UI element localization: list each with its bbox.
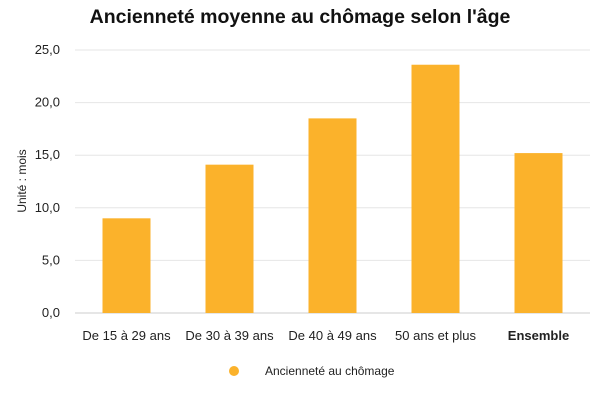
x-axis-ticks: De 15 à 29 ans De 30 à 39 ans De 40 à 49 a…	[82, 328, 569, 343]
y-axis-label: Unité : mois	[15, 149, 29, 212]
legend-label: Ancienneté au chômage	[265, 364, 395, 378]
bar	[205, 164, 254, 313]
x-tick-label: Ensemble	[508, 328, 569, 343]
x-tick-label: De 30 à 39 ans	[185, 328, 274, 343]
y-tick-label: 20,0	[35, 95, 60, 110]
y-axis-ticks: 0,0 5,0 10,0 15,0 20,0 25,0	[35, 42, 60, 320]
x-tick-label: De 40 à 49 ans	[288, 328, 377, 343]
bar	[514, 153, 563, 313]
bar	[308, 118, 357, 313]
y-tick-label: 5,0	[42, 252, 60, 267]
bar	[411, 64, 460, 313]
y-tick-label: 10,0	[35, 200, 60, 215]
legend: Ancienneté au chômage	[229, 364, 395, 378]
bars	[102, 64, 563, 313]
x-tick-label: 50 ans et plus	[395, 328, 476, 343]
legend-marker	[229, 366, 239, 376]
y-tick-label: 15,0	[35, 147, 60, 162]
y-tick-label: 25,0	[35, 42, 60, 57]
bar	[102, 218, 151, 313]
y-tick-label: 0,0	[42, 305, 60, 320]
x-tick-label: De 15 à 29 ans	[82, 328, 171, 343]
chart-title: Ancienneté moyenne au chômage selon l'âg…	[89, 6, 511, 28]
